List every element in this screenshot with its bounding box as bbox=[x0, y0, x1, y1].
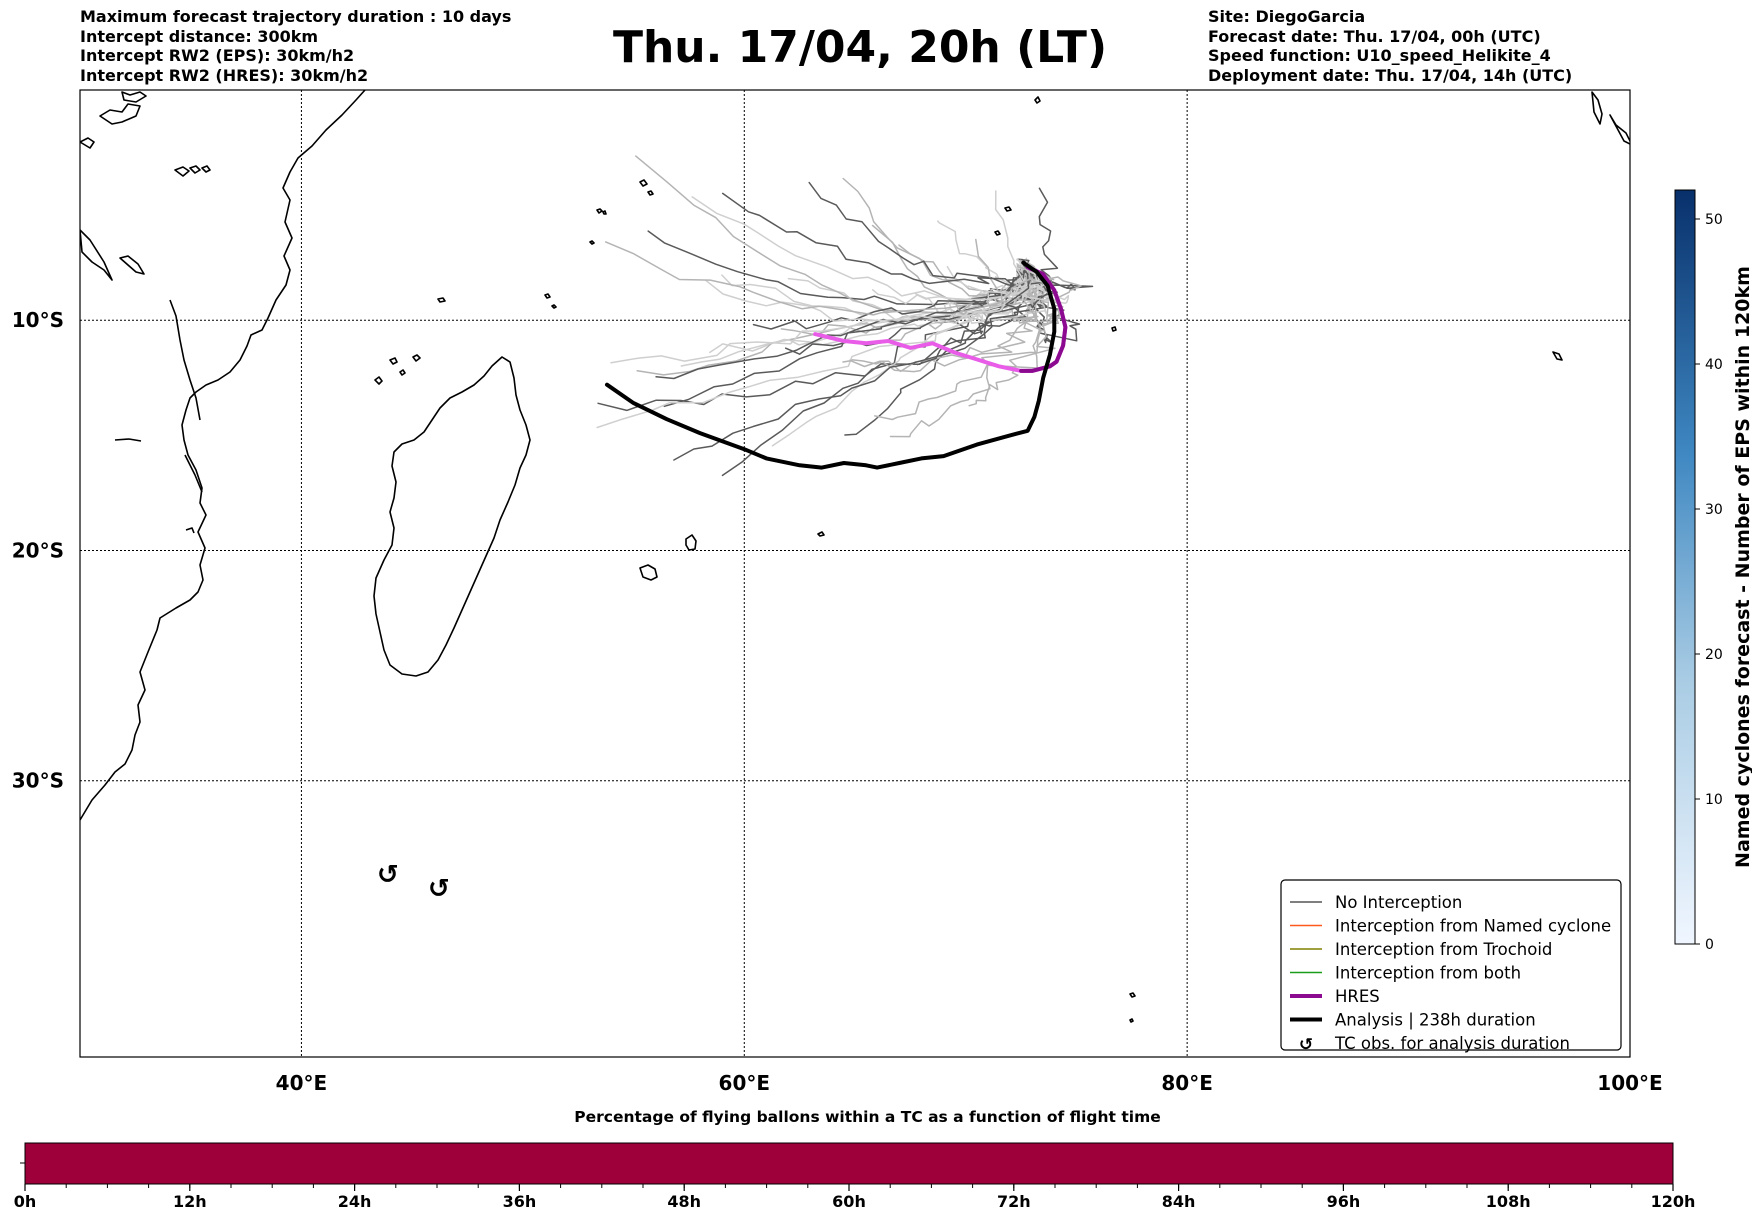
legend-label: Interception from Named cyclone bbox=[1335, 917, 1611, 936]
right-colorbar-tick-label: 40 bbox=[1705, 357, 1723, 373]
hres-trajectory bbox=[1019, 265, 1068, 373]
bottom-colorbar-tick-label: 84h bbox=[1162, 1192, 1196, 1211]
eps-trajectory bbox=[849, 261, 1034, 373]
header-right-line: Site: DiegoGarcia bbox=[1208, 7, 1366, 26]
tc-observations: ↺ ↺ bbox=[377, 860, 450, 904]
bottom-colorbar-tick-label: 24h bbox=[338, 1192, 372, 1211]
right-colorbar-ticks: 0 10 20 30 40 50 bbox=[1695, 212, 1723, 953]
coastlines bbox=[80, 90, 1630, 1023]
right-colorbar: 0 10 20 30 40 50 Named cyclones forecast - Nu… bbox=[1674, 189, 1752, 953]
legend-box bbox=[1280, 879, 1622, 1051]
eps-trajectory bbox=[604, 241, 1032, 316]
eps-trajectory bbox=[874, 268, 1043, 421]
bottom-colorbar-bar bbox=[24, 1142, 1674, 1185]
tc-observation-symbol: ↺ bbox=[428, 874, 450, 904]
bottom-colorbar-tick-label: 0h bbox=[14, 1192, 37, 1211]
longitude-label: 40°E bbox=[276, 1071, 328, 1095]
header-left-info: Maximum forecast trajectory duration : 1… bbox=[80, 7, 511, 85]
arabia-coastline bbox=[80, 91, 1630, 177]
bottom-colorbar-ticks: 0h 12h 24h 36h 48h 60h 72h 84h 96h 108h 120h bbox=[14, 1184, 1696, 1211]
right-colorbar-tick-label: 10 bbox=[1705, 792, 1723, 808]
bottom-colorbar-tick-label: 36h bbox=[503, 1192, 537, 1211]
map-content: ↺ ↺ bbox=[80, 90, 1630, 1057]
legend-label: No Interception bbox=[1335, 893, 1462, 912]
arabia-lower-coastline bbox=[80, 229, 145, 281]
main-trajectories bbox=[605, 260, 1068, 470]
tc-observation-symbol: ↺ bbox=[377, 860, 399, 890]
eps-trajectory bbox=[780, 271, 1034, 337]
page-title: Thu. 17/04, 20h (LT) bbox=[612, 22, 1108, 73]
header-right-info: Site: DiegoGarcia Forecast date: Thu. 17… bbox=[1208, 7, 1572, 85]
africa-coastline bbox=[80, 90, 366, 821]
right-colorbar-tick-label: 0 bbox=[1705, 937, 1714, 953]
latitude-label: 20°S bbox=[12, 538, 64, 562]
bottom-colorbar-title: Percentage of flying ballons within a TC… bbox=[574, 1108, 1161, 1126]
header-right-line: Deployment date: Thu. 17/04, 14h (UTC) bbox=[1208, 65, 1573, 85]
graticule bbox=[80, 90, 1630, 1057]
seychelles-coastline bbox=[437, 179, 654, 309]
longitude-label: 60°E bbox=[719, 1071, 771, 1095]
legend-label: HRES bbox=[1335, 987, 1380, 1006]
right-colorbar-label: Named cyclones forecast - Number of EPS … bbox=[1732, 266, 1752, 868]
mascarene-coastline bbox=[639, 531, 825, 581]
eps-trajectory bbox=[597, 264, 1031, 412]
eps-trajectory bbox=[842, 270, 1038, 373]
latitude-labels: 10°S 20°S 30°S bbox=[12, 308, 64, 792]
right-colorbar-tick-label: 50 bbox=[1705, 212, 1723, 228]
bottom-colorbar-tick-label: 120h bbox=[1651, 1192, 1696, 1211]
legend-label: Interception from Trochoid bbox=[1335, 940, 1552, 959]
cocos-coastline bbox=[1129, 351, 1563, 1023]
longitude-label: 80°E bbox=[1161, 1071, 1213, 1095]
bottom-colorbar-tick-label: 60h bbox=[832, 1192, 866, 1211]
right-colorbar-tick-label: 20 bbox=[1705, 647, 1723, 663]
bottom-colorbar-tick-label: 12h bbox=[173, 1192, 207, 1211]
madagascar-coastline bbox=[373, 356, 531, 677]
right-colorbar-tick-label: 30 bbox=[1705, 502, 1723, 518]
eps-trajectory bbox=[752, 259, 1031, 330]
header-left-line: Intercept distance: 300km bbox=[80, 26, 319, 46]
header-right-line: Forecast date: Thu. 17/04, 00h (UTC) bbox=[1208, 26, 1541, 46]
header-left-line: Intercept RW2 (EPS): 30km/h2 bbox=[80, 46, 355, 65]
bottom-colorbar-tick-label: 96h bbox=[1327, 1192, 1361, 1211]
header-left-line: Intercept RW2 (HRES): 30km/h2 bbox=[80, 65, 369, 85]
latitude-label: 30°S bbox=[12, 769, 64, 793]
legend-label: Interception from both bbox=[1335, 964, 1521, 983]
africa-interior-coastline bbox=[114, 299, 203, 534]
map-frame bbox=[79, 89, 1631, 1058]
bottom-colorbar-tick-label: 108h bbox=[1486, 1192, 1531, 1211]
legend-label: Analysis | 238h duration bbox=[1335, 1011, 1536, 1030]
latitude-label: 10°S bbox=[12, 308, 64, 332]
right-colorbar-bar bbox=[1674, 189, 1696, 945]
legend-symbol-icon: ↺ bbox=[1299, 1035, 1313, 1055]
legend-label: TC obs. for analysis duration bbox=[1334, 1034, 1570, 1053]
eps-trajectory bbox=[673, 270, 1030, 461]
comoros-coastline bbox=[374, 354, 421, 385]
bottom-colorbar-tick-label: 48h bbox=[667, 1192, 701, 1211]
bottom-colorbar: 0h 12h 24h 36h 48h 60h 72h 84h 96h 108h 120h bbox=[14, 1142, 1696, 1211]
maldives-coastline bbox=[994, 96, 1117, 332]
bottom-colorbar-tick-label: 72h bbox=[997, 1192, 1031, 1211]
header-left-line: Maximum forecast trajectory duration : 1… bbox=[80, 7, 512, 26]
longitude-labels: 40°E 60°E 80°E 100°E bbox=[276, 1071, 1663, 1095]
legend: No Interception Interception from Named c… bbox=[1280, 879, 1622, 1055]
longitude-label: 100°E bbox=[1597, 1071, 1662, 1095]
analysis-trajectory bbox=[605, 260, 1057, 470]
header-right-line: Speed function: U10_speed_Helikite_4 bbox=[1208, 46, 1551, 65]
